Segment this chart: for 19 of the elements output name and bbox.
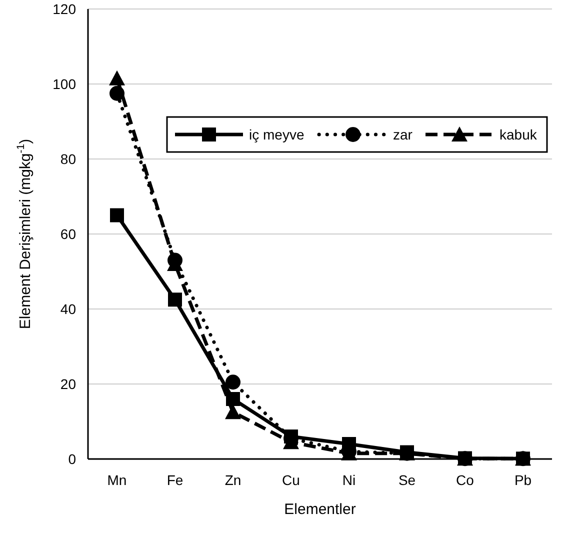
y-tick-label: 100 — [52, 76, 76, 92]
legend-label: kabuk — [500, 126, 538, 142]
y-tick-label: 40 — [60, 300, 76, 317]
legend-label: iç meyve — [249, 126, 304, 142]
x-tick-label: Pb — [514, 472, 532, 488]
y-tick-label: 80 — [60, 150, 76, 167]
x-tick-label: Fe — [166, 472, 184, 488]
x-tick-label: Se — [398, 472, 416, 488]
x-tick-label: Ni — [342, 472, 356, 488]
y-tick-label: 20 — [60, 376, 76, 392]
y-tick-label: 120 — [52, 0, 76, 17]
x-tick-label: Co — [456, 472, 474, 488]
x-tick-label: Zn — [224, 472, 242, 488]
x-axis-title: Elementler — [284, 501, 356, 518]
x-tick-label: Cu — [282, 472, 300, 488]
y-tick-label: 60 — [60, 226, 76, 242]
x-tick-label: Mn — [107, 472, 127, 488]
legend-label: zar — [393, 126, 413, 142]
y-tick-label: 0 — [68, 450, 76, 467]
